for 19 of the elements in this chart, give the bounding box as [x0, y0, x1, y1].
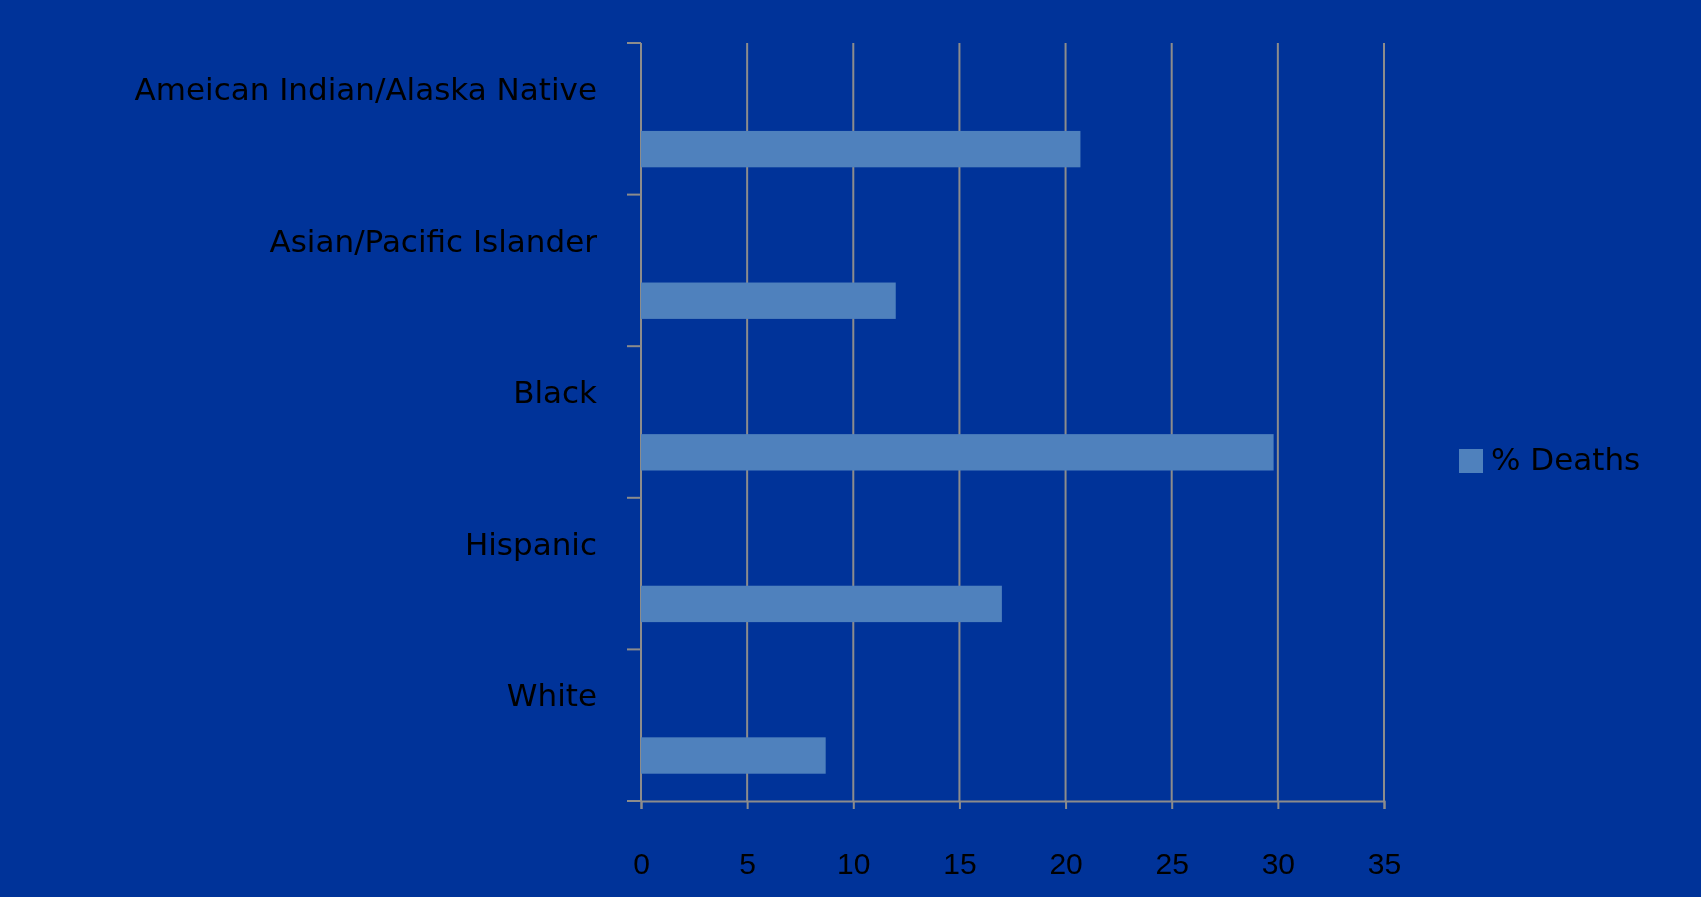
x-tick-label: 25 — [1155, 847, 1189, 881]
bar — [641, 130, 1081, 168]
x-tick-label: 20 — [1049, 847, 1083, 881]
x-tick-label: 30 — [1261, 847, 1296, 881]
y-tick-label: Black — [513, 374, 598, 411]
x-tick-label: 35 — [1367, 847, 1402, 881]
bar — [641, 434, 1274, 471]
bar — [641, 737, 826, 774]
x-tick-label: 5 — [739, 847, 756, 881]
x-tick-label: 0 — [633, 847, 650, 881]
y-tick-label: Hispanic — [464, 525, 597, 562]
bar — [641, 282, 896, 319]
x-tick-label: 15 — [943, 847, 977, 881]
y-tick-label: Asian/Pacific Islander — [269, 222, 598, 259]
legend-label: % Deaths — [1491, 440, 1641, 477]
y-tick-label: Ameican Indian/Alaska Native — [134, 71, 597, 108]
y-tick-label: White — [506, 677, 597, 714]
x-tick-label: 10 — [837, 847, 871, 881]
bar — [641, 585, 1002, 623]
